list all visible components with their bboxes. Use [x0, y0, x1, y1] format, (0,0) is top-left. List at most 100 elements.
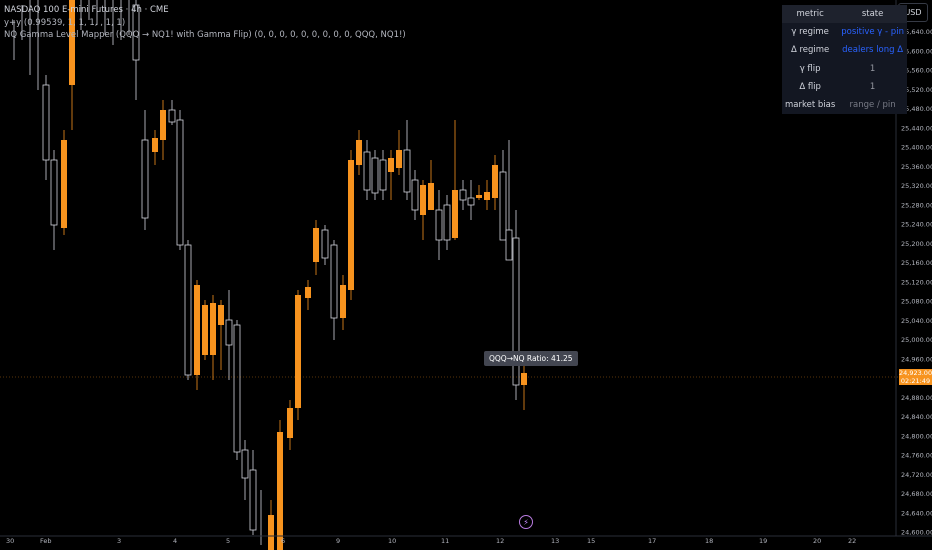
time-axis-label: 5: [226, 537, 230, 545]
candle: [499, 150, 507, 241]
candle: [295, 290, 301, 420]
candle-body: [411, 179, 419, 211]
price-scale-label: 25,120.00: [901, 278, 932, 286]
time-axis-label: 12: [496, 537, 504, 545]
state-value: range / pin: [849, 100, 896, 111]
candle-body: [459, 189, 467, 201]
candle-body: [348, 160, 354, 290]
candle: [435, 190, 443, 260]
price-scale-label: 25,560.00: [901, 67, 932, 75]
lightning-icon[interactable]: ⚡: [519, 515, 533, 529]
candle: [467, 180, 475, 220]
price-scale-label: 25,520.00: [901, 86, 932, 94]
candle-body: [467, 197, 475, 206]
candle: [249, 450, 257, 535]
candle: [340, 275, 346, 330]
ratio-tooltip: QQQ→NQ Ratio: 41.25: [484, 351, 578, 366]
state-value: positive γ - pin: [841, 27, 904, 38]
candle-body: [42, 84, 50, 161]
candle-body: [492, 165, 498, 198]
indicator-legend-1[interactable]: y+y (0.99539, 1, 1, 1, , 1, 1): [4, 17, 126, 28]
metrics-table: metric state γ regime positive γ - pin Δ…: [782, 5, 907, 115]
candle-body: [428, 183, 434, 210]
candle: [396, 130, 402, 175]
candle: [492, 155, 498, 210]
candle: [363, 140, 371, 200]
price-scale-label: 25,200.00: [901, 240, 932, 248]
candle: [428, 160, 434, 210]
candle-body: [499, 171, 507, 241]
bar-countdown: 02:21:49: [900, 377, 931, 385]
candle: [225, 290, 233, 380]
table-row: Δ flip 1: [782, 78, 907, 96]
state-value: 1: [869, 63, 876, 74]
candle: [512, 210, 520, 400]
state-value: dealers long Δ: [842, 45, 904, 56]
candle-body: [371, 157, 379, 194]
price-scale-label: 25,400.00: [901, 144, 932, 152]
time-axis-label: 15: [587, 537, 595, 545]
candle: [313, 220, 319, 275]
time-axis[interactable]: 30 Feb 3 4 5 6 9 10 11 12 13 15 17 18 19 20 22: [0, 535, 932, 545]
candle-body: [218, 305, 224, 325]
price-scale-label: 24,840.00: [901, 413, 932, 421]
candle: [476, 185, 482, 200]
candle-body: [152, 138, 158, 152]
table-row: market bias range / pin: [782, 96, 907, 114]
candle: [452, 120, 458, 240]
candle: [321, 225, 329, 265]
time-axis-label: 17: [648, 537, 656, 545]
candle-body: [420, 185, 426, 215]
candle-body: [363, 151, 371, 191]
candle-body: [160, 110, 166, 140]
price-scale-label: 25,280.00: [901, 201, 932, 209]
candle: [287, 400, 293, 450]
candle-body: [321, 229, 329, 259]
candle-body: [356, 140, 362, 165]
candle-body: [50, 159, 58, 226]
metric-label: market bias: [785, 100, 836, 111]
metric-header: metric: [782, 5, 839, 24]
time-axis-label: 4: [173, 537, 177, 545]
candle: [521, 360, 527, 410]
metric-label: Δ regime: [790, 45, 830, 56]
candle-body: [194, 285, 200, 375]
candle-body: [141, 139, 149, 219]
candle: [505, 140, 513, 261]
candle-body: [388, 158, 394, 172]
candle-body: [233, 324, 241, 453]
candle-body: [476, 195, 482, 198]
time-axis-label: 20: [813, 537, 821, 545]
candle: [277, 420, 283, 550]
price-scale-label: 24,800.00: [901, 432, 932, 440]
price-scale-label: 25,360.00: [901, 163, 932, 171]
candle: [61, 130, 67, 235]
candle-body: [287, 408, 293, 438]
candle: [371, 150, 379, 200]
time-axis-label: Feb: [40, 537, 52, 545]
candle: [403, 120, 411, 200]
price-scale-label: 24,680.00: [901, 490, 932, 498]
chart-legend: NASDAQ 100 E-mini Futures · 4h · CME y+y…: [4, 4, 406, 42]
candle-body: [277, 432, 283, 550]
indicator-legend-2[interactable]: NQ Gamma Level Mapper (QQQ → NQ1! with G…: [4, 30, 406, 40]
candle-body: [210, 303, 216, 355]
candle: [420, 180, 426, 240]
time-axis-label: 9: [336, 537, 340, 545]
candle-body: [313, 228, 319, 262]
candle: [184, 240, 192, 380]
symbol-title[interactable]: NASDAQ 100 E-mini Futures · 4h · CME: [4, 5, 169, 15]
candle-body: [295, 295, 301, 408]
table-row: γ regime positive γ - pin: [782, 23, 907, 41]
current-price-tag: 24,923.00 02:21:49: [899, 369, 932, 385]
candle-body: [69, 0, 75, 85]
price-scale[interactable]: 25,640.00 25,600.00 25,560.00 25,520.00 25,4…: [895, 0, 932, 537]
time-axis-label: 18: [705, 537, 713, 545]
table-row: Δ regime dealers long Δ: [782, 41, 907, 59]
candle: [160, 100, 166, 160]
candle: [305, 280, 311, 310]
candle-body: [379, 159, 387, 191]
price-scale-label: 24,600.00: [901, 529, 932, 537]
candle-body: [184, 244, 192, 376]
